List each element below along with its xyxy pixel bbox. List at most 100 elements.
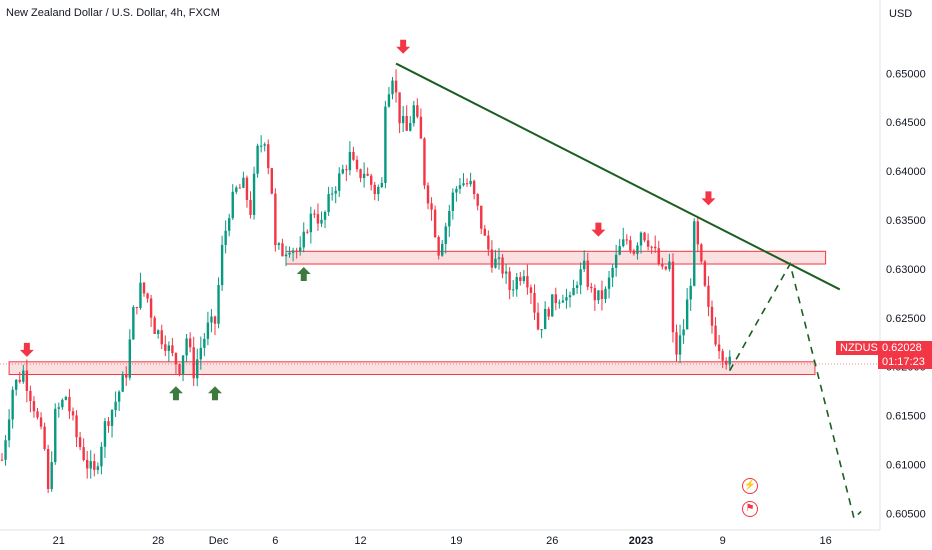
candle-body (125, 374, 128, 378)
candle-body (22, 370, 25, 382)
y-tick-label: 0.65000 (886, 68, 926, 80)
candle-body (78, 437, 82, 448)
candle-body (309, 213, 313, 233)
candle-body (430, 203, 433, 210)
candle-body (157, 330, 160, 334)
candle-body (96, 466, 100, 470)
candle-body (327, 193, 330, 212)
y-tick-label: 0.63000 (886, 264, 926, 276)
candle-body (398, 92, 401, 124)
descending-trendline[interactable] (395, 62, 841, 291)
candle-body (469, 180, 472, 185)
candle-body (607, 277, 611, 289)
candle-body (721, 351, 724, 361)
down-arrow-marker (701, 191, 716, 206)
candle-body (29, 390, 32, 402)
candle-body (579, 269, 582, 286)
candle-body (465, 183, 469, 185)
candle-body (380, 182, 384, 188)
candle-body (228, 218, 231, 231)
candle-body (288, 252, 291, 255)
candle-body (235, 187, 238, 192)
candle-body (167, 345, 171, 351)
candle-body (533, 292, 536, 313)
us-flag-icon[interactable]: ⚑ (742, 501, 758, 517)
candle-body (252, 173, 256, 215)
candle-body (71, 411, 75, 416)
candle-body (181, 355, 185, 375)
candle-body (426, 185, 430, 204)
candle-body (565, 297, 568, 301)
candle-body (245, 177, 249, 200)
candle-body (373, 184, 376, 195)
x-tick-label: 12 (354, 535, 366, 547)
candle-body (682, 329, 685, 336)
candle-body (320, 219, 323, 224)
candle-body (348, 151, 352, 171)
candle-body (334, 190, 337, 194)
candle-body (274, 193, 277, 246)
candle-body (522, 276, 526, 281)
lightning-icon[interactable]: ⚡ (742, 478, 758, 494)
candle-body (64, 396, 68, 400)
candle-body (238, 187, 242, 189)
candle-body (153, 317, 156, 334)
chart-title: New Zealand Dollar / U.S. Dollar, 4h, FX… (6, 7, 220, 19)
candle-body (671, 261, 675, 333)
candle-body (199, 347, 202, 360)
candle-body (220, 244, 224, 286)
candle-body (561, 300, 565, 303)
x-tick-label: Dec (209, 535, 229, 547)
candle-body (540, 329, 543, 331)
candle-body (36, 411, 39, 418)
candle-body (32, 401, 36, 412)
candle-body (618, 246, 621, 255)
candle-body (174, 353, 178, 365)
projection-path[interactable] (729, 261, 862, 520)
candle-body (188, 338, 192, 348)
candle-body (224, 230, 227, 245)
candle-body (455, 188, 458, 193)
candle-body (341, 169, 344, 174)
candle-body (50, 462, 53, 490)
candle-body (263, 144, 266, 146)
candle-body (299, 247, 302, 252)
candle-body (558, 302, 561, 304)
candle-body (494, 258, 497, 268)
y-tick-label: 0.61500 (886, 411, 926, 423)
candle-body (416, 105, 419, 117)
candle-body (462, 183, 465, 186)
candle-body (451, 192, 455, 211)
symbol-price-tag: NZDUSD (836, 341, 890, 355)
x-tick-label: 19 (450, 535, 462, 547)
candle-body (281, 243, 284, 257)
candle-body (622, 239, 625, 247)
candle-body (668, 261, 671, 270)
candle-body (18, 379, 21, 382)
candle-body (597, 290, 600, 301)
candle-body (135, 307, 139, 309)
candle-body (433, 209, 437, 238)
candle-body (256, 145, 259, 174)
candle-body (458, 185, 462, 189)
candle-body (632, 250, 636, 254)
candle-body (277, 243, 281, 246)
candle-body (583, 260, 586, 270)
candle-body (696, 221, 699, 245)
candle-body (689, 285, 692, 300)
candle-body (551, 294, 554, 317)
candle-body (185, 338, 188, 356)
candle-body (568, 295, 572, 298)
candle-body (586, 260, 589, 287)
candle-body (614, 254, 618, 268)
candle-body (423, 138, 426, 186)
candle-body (646, 240, 650, 247)
candle-body (543, 308, 547, 330)
y-tick-label: 0.61000 (886, 459, 926, 471)
candle-body (401, 115, 405, 124)
up-arrow-marker (208, 386, 222, 401)
candle-body (391, 80, 394, 95)
candle-body (82, 447, 85, 460)
